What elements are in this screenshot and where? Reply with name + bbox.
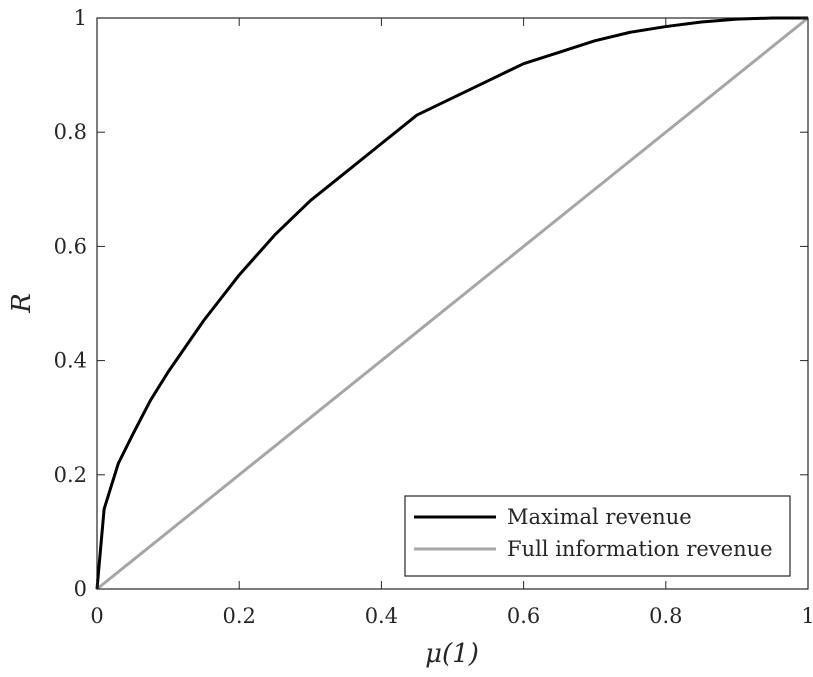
legend-label-maximal-revenue: Maximal revenue [507, 505, 692, 529]
series-lines [95, 16, 809, 591]
y-tick-label: 0.6 [54, 234, 87, 258]
x-axis-label: μ(1) [425, 639, 479, 669]
legend-box [404, 495, 791, 577]
y-tick-label: 1 [74, 6, 87, 30]
x-tick-label: 0.4 [365, 604, 398, 628]
x-tick-label: 0.2 [222, 604, 255, 628]
legend-label-full-information-revenue: Full information revenue [507, 537, 773, 561]
x-tick-label: 0.8 [649, 604, 682, 628]
series-line-full-information-revenue [96, 16, 809, 591]
y-tick-label: 0.2 [54, 463, 87, 487]
series-line-maximal-revenue [95, 16, 808, 590]
y-axis-label: R [7, 293, 37, 314]
legend: Maximal revenue Full information revenue [404, 495, 791, 577]
x-tick-label: 1 [801, 604, 813, 628]
x-tick-label: 0 [90, 604, 103, 628]
y-tick-label: 0.8 [54, 120, 87, 144]
x-tick-label: 0.6 [507, 604, 540, 628]
y-tick-label: 0 [74, 577, 87, 601]
y-tick-label: 0.4 [54, 349, 87, 373]
plot-area [96, 17, 809, 590]
axis-ticks: 0 0.2 0.4 0.6 0.8 1 0 0.2 0.4 0.6 0.8 1 [54, 6, 813, 628]
plot-frame [96, 17, 809, 590]
